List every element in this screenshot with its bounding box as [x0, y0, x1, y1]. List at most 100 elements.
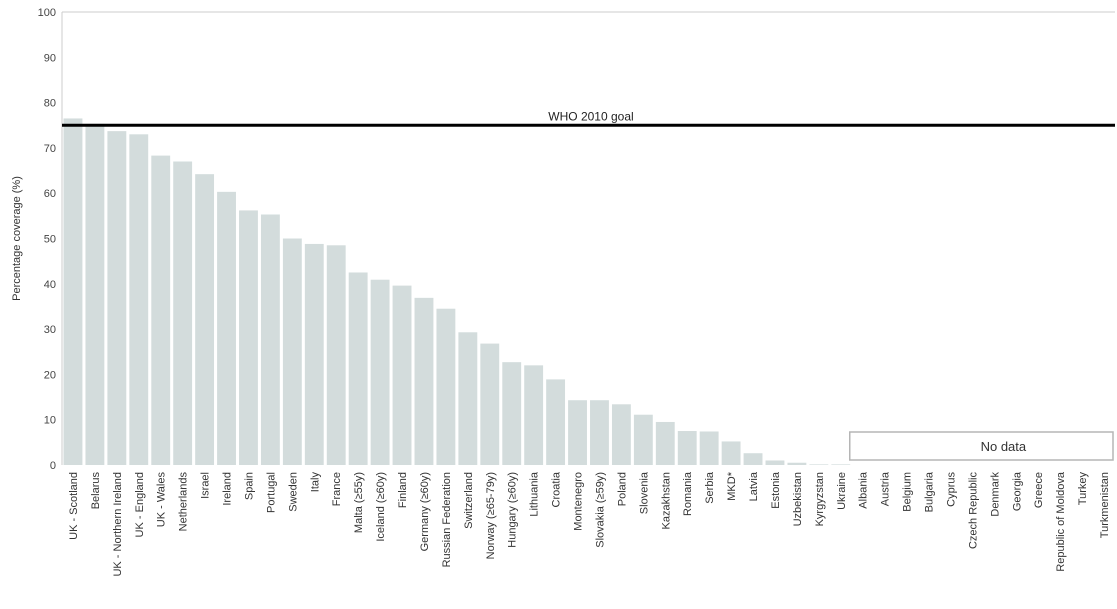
bar — [611, 404, 631, 465]
y-tick-label: 80 — [44, 98, 56, 110]
bar — [63, 118, 83, 465]
x-tick-label: Cyprus — [945, 472, 957, 507]
x-tick-label: Poland — [616, 472, 628, 506]
bar — [546, 379, 566, 465]
x-tick-label: UK - Wales — [156, 472, 168, 528]
goal-label: WHO 2010 goal — [548, 109, 633, 123]
bar — [282, 238, 302, 465]
y-tick-label: 10 — [44, 415, 56, 427]
y-tick-label: 30 — [44, 324, 56, 336]
x-tick-label: Denmark — [989, 472, 1001, 517]
x-tick-label: Spain — [243, 472, 255, 500]
x-tick-label: Austria — [880, 471, 892, 506]
y-tick-label: 100 — [38, 7, 56, 19]
bar — [370, 279, 390, 465]
no-data-box — [849, 431, 1114, 461]
x-tick-label: Sweden — [287, 472, 299, 512]
x-tick-label: Turkmenistan — [1099, 472, 1111, 538]
bar — [85, 123, 105, 466]
x-tick-label: France — [331, 472, 343, 506]
x-tick-label: Ukraine — [836, 472, 848, 510]
y-tick-label: 40 — [44, 279, 56, 291]
x-tick-label: Serbia — [704, 471, 716, 504]
y-tick-label: 0 — [50, 460, 56, 472]
x-tick-label: Turkey — [1077, 472, 1089, 506]
y-axis-label: Percentage coverage (%) — [11, 176, 23, 301]
x-tick-label: Belgium — [902, 472, 914, 512]
x-tick-label: Uzbekistan — [792, 472, 804, 526]
bar — [107, 131, 127, 465]
bar — [436, 308, 456, 465]
bar — [392, 285, 412, 465]
x-tick-label: Estonia — [770, 471, 782, 509]
x-tick-label: MKD* — [726, 471, 738, 500]
x-tick-label: Netherlands — [178, 472, 190, 532]
bar — [568, 400, 587, 465]
x-tick-label: Croatia — [551, 471, 563, 507]
bar — [590, 400, 609, 465]
bar — [655, 421, 675, 465]
bar — [414, 297, 434, 465]
bar — [831, 464, 851, 465]
bar — [458, 332, 478, 465]
x-tick-label: Georgia — [1011, 471, 1023, 511]
x-tick-label: Israel — [200, 472, 212, 499]
x-tick-label: Germany (≥60y) — [419, 472, 431, 551]
x-tick-label: UK - England — [134, 472, 146, 537]
x-tick-label: Norway (≥65-79y) — [485, 472, 497, 559]
x-tick-label: Slovakia (≥59y) — [594, 472, 606, 548]
x-tick-label: Republic of Moldova — [1055, 471, 1067, 572]
x-tick-label: UK - Northern Ireland — [112, 472, 124, 577]
bar — [633, 414, 653, 465]
bar — [765, 460, 785, 465]
x-tick-label: Albania — [858, 471, 870, 509]
bar — [480, 343, 500, 465]
bar — [524, 365, 544, 465]
bar — [173, 161, 193, 466]
bar — [326, 245, 346, 465]
x-tick-label: Greece — [1033, 472, 1045, 508]
bar — [502, 362, 522, 465]
bar — [239, 210, 258, 465]
bar — [699, 431, 719, 465]
x-tick-label: Ireland — [222, 472, 234, 506]
bar — [743, 453, 763, 465]
x-tick-label: Bulgaria — [924, 471, 936, 512]
y-tick-label: 60 — [44, 188, 56, 200]
x-tick-label: Iceland (≥60y) — [375, 472, 387, 542]
bar — [304, 243, 324, 465]
bar — [787, 462, 807, 465]
bar — [677, 431, 697, 465]
bar — [217, 191, 236, 465]
x-tick-label: Italy — [309, 472, 321, 493]
no-data-label: No data — [981, 439, 1027, 454]
x-tick-label: Latvia — [748, 471, 760, 501]
bar — [721, 441, 741, 465]
x-tick-label: Romania — [682, 471, 694, 516]
y-tick-label: 50 — [44, 234, 56, 246]
x-tick-label: Malta (≥55y) — [353, 472, 365, 533]
y-tick-label: 20 — [44, 369, 56, 381]
x-tick-label: Slovenia — [638, 471, 650, 514]
x-tick-label: Kyrgyzstan — [814, 472, 826, 526]
goal-label-bg — [532, 108, 650, 124]
x-tick-label: Switzerland — [463, 472, 475, 529]
x-tick-label: Hungary (≥60y) — [507, 472, 519, 548]
x-tick-label: UK - Scotland — [68, 472, 80, 540]
x-tick-label: Russian Federation — [441, 472, 453, 567]
bar — [129, 134, 149, 465]
y-tick-label: 90 — [44, 52, 56, 64]
x-tick-label: Lithuania — [529, 471, 541, 517]
x-tick-label: Kazakhstan — [660, 472, 672, 529]
bar — [348, 272, 368, 465]
bar — [195, 174, 215, 465]
bar — [260, 214, 280, 465]
x-tick-label: Finland — [397, 472, 409, 508]
x-tick-label: Czech Republic — [967, 472, 979, 550]
x-tick-label: Montenegro — [573, 472, 585, 531]
x-tick-label: Belarus — [90, 472, 102, 510]
y-tick-label: 70 — [44, 143, 56, 155]
bar — [151, 155, 171, 465]
